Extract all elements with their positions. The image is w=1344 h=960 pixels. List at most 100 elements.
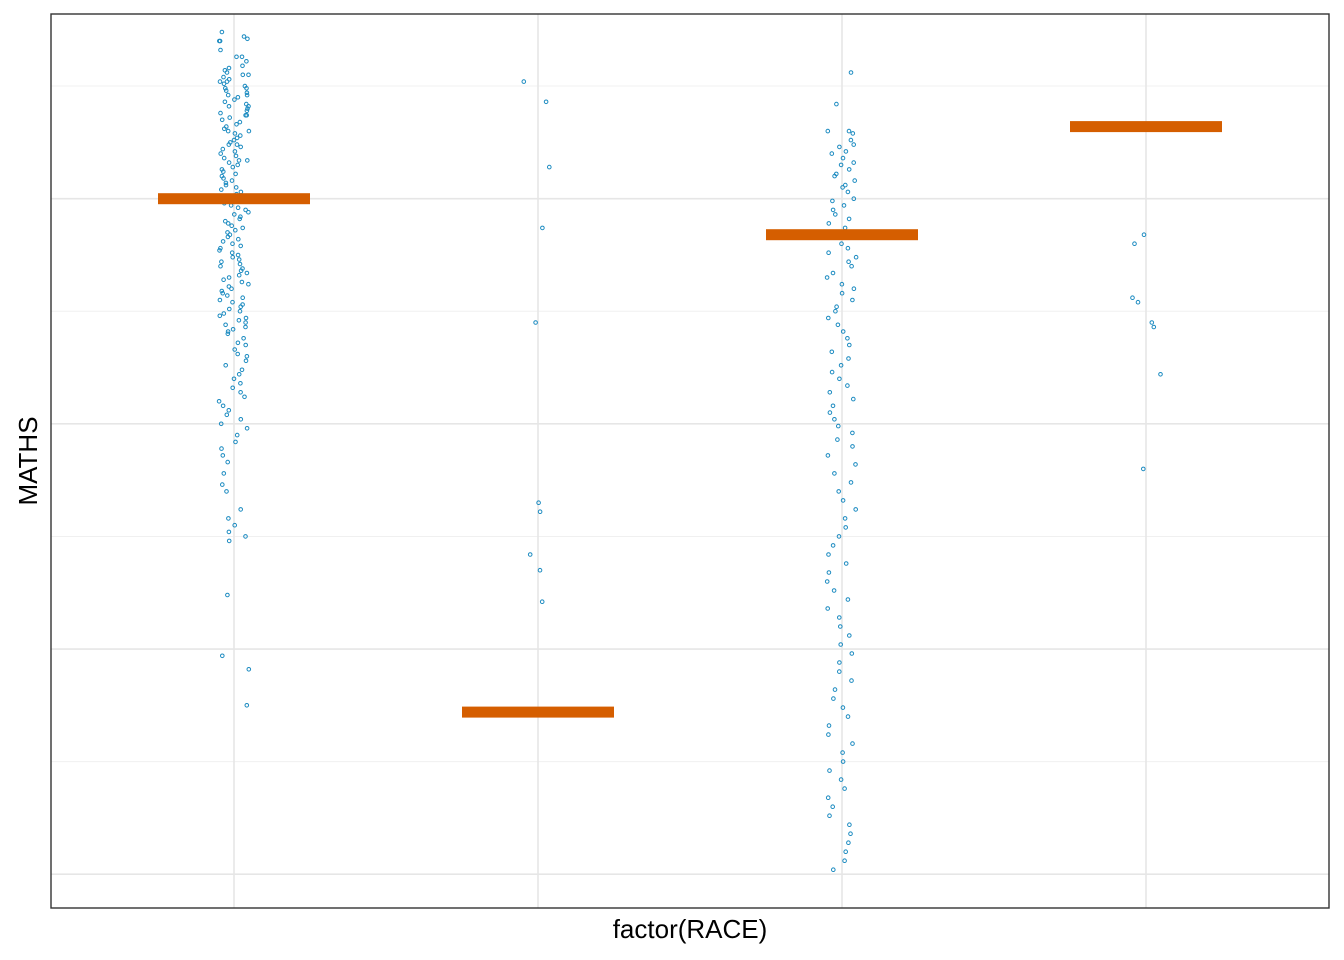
data-point bbox=[230, 254, 235, 260]
data-point bbox=[842, 858, 847, 864]
data-point bbox=[238, 304, 243, 310]
data-point bbox=[835, 437, 840, 442]
grid-lines bbox=[51, 14, 1329, 908]
data-point bbox=[838, 642, 844, 647]
data-point bbox=[235, 162, 240, 168]
data-point bbox=[847, 822, 852, 828]
data-point bbox=[234, 54, 239, 60]
data-point bbox=[851, 160, 857, 165]
data-point bbox=[839, 290, 845, 296]
data-point bbox=[527, 552, 533, 557]
data-point bbox=[218, 110, 223, 116]
data-point bbox=[824, 275, 830, 280]
data-point bbox=[230, 299, 235, 305]
data-point bbox=[221, 155, 227, 161]
data-point bbox=[1151, 324, 1157, 330]
data-point bbox=[221, 471, 227, 476]
data-point bbox=[831, 696, 836, 701]
data-point bbox=[229, 223, 234, 228]
data-point bbox=[235, 351, 240, 357]
data-point bbox=[226, 142, 232, 147]
data-point bbox=[225, 293, 230, 298]
data-point bbox=[847, 342, 852, 348]
data-point bbox=[825, 795, 831, 801]
data-point bbox=[846, 356, 851, 361]
data-point bbox=[849, 651, 855, 656]
data-point bbox=[540, 225, 545, 231]
data-point bbox=[236, 236, 241, 242]
data-point bbox=[237, 216, 242, 222]
data-point bbox=[1158, 372, 1163, 377]
data-point bbox=[246, 104, 251, 109]
mean-bar bbox=[1070, 121, 1222, 133]
data-point bbox=[537, 567, 543, 573]
data-point bbox=[237, 119, 243, 125]
data-point bbox=[219, 446, 224, 451]
data-point bbox=[829, 151, 835, 156]
data-point bbox=[245, 106, 250, 111]
data-points bbox=[216, 29, 1163, 873]
data-point bbox=[238, 189, 244, 195]
data-point bbox=[238, 507, 243, 512]
data-point bbox=[227, 306, 232, 312]
data-point bbox=[848, 831, 853, 837]
data-point bbox=[246, 281, 251, 287]
data-point bbox=[226, 275, 232, 280]
data-point bbox=[246, 72, 251, 78]
data-point bbox=[825, 606, 831, 611]
data-point bbox=[537, 509, 543, 515]
data-point bbox=[839, 281, 845, 287]
data-point bbox=[243, 315, 249, 321]
data-point bbox=[827, 813, 832, 819]
data-point bbox=[852, 178, 858, 183]
data-point bbox=[218, 245, 223, 251]
data-point bbox=[220, 482, 225, 487]
data-point bbox=[233, 185, 239, 190]
data-point bbox=[223, 182, 229, 188]
data-point bbox=[238, 268, 244, 274]
data-point bbox=[846, 840, 851, 846]
data-point bbox=[836, 423, 841, 429]
data-point bbox=[223, 88, 229, 93]
data-point bbox=[833, 308, 838, 314]
data-point bbox=[838, 624, 843, 629]
data-point bbox=[837, 144, 842, 150]
data-point bbox=[220, 453, 226, 458]
data-point bbox=[845, 383, 850, 388]
data-point bbox=[838, 777, 844, 782]
data-point bbox=[843, 525, 849, 530]
data-point bbox=[241, 34, 247, 39]
data-point bbox=[235, 95, 241, 100]
data-point bbox=[840, 705, 846, 710]
data-point bbox=[223, 218, 228, 224]
data-point bbox=[222, 99, 228, 105]
data-point bbox=[536, 500, 541, 506]
data-point bbox=[521, 79, 527, 84]
data-point bbox=[244, 59, 249, 64]
data-point bbox=[216, 399, 222, 404]
data-point bbox=[244, 270, 250, 276]
data-point bbox=[237, 308, 243, 314]
data-point bbox=[229, 178, 235, 183]
data-point bbox=[236, 318, 242, 323]
data-point bbox=[230, 385, 235, 391]
data-point bbox=[827, 390, 833, 395]
data-point bbox=[838, 363, 844, 368]
data-point bbox=[236, 257, 242, 262]
data-point bbox=[240, 63, 245, 69]
data-point bbox=[246, 209, 251, 215]
data-point bbox=[827, 410, 833, 415]
data-point bbox=[219, 187, 224, 192]
data-point bbox=[843, 561, 849, 566]
data-point bbox=[832, 173, 837, 179]
data-point bbox=[238, 417, 244, 422]
data-point bbox=[847, 633, 852, 638]
x-axis-title: factor(RACE) bbox=[613, 914, 768, 944]
data-point bbox=[227, 115, 232, 120]
data-point bbox=[1141, 232, 1147, 237]
data-point bbox=[218, 47, 223, 53]
data-point bbox=[233, 227, 238, 233]
data-point bbox=[223, 322, 228, 328]
data-point bbox=[851, 396, 856, 402]
data-point bbox=[226, 160, 232, 165]
